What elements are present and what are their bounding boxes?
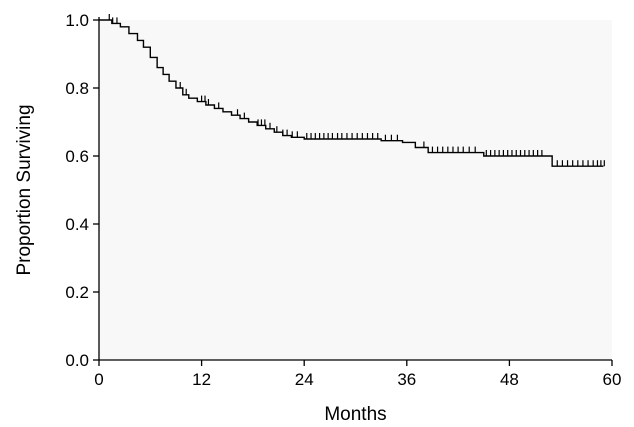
- x-tick-label: 48: [500, 370, 519, 389]
- y-tick-label: 0.6: [65, 147, 89, 166]
- x-tick-label: 12: [192, 370, 211, 389]
- plot-background: [99, 20, 612, 360]
- y-tick-label: 0.2: [65, 283, 89, 302]
- y-tick-label: 1.0: [65, 11, 89, 30]
- x-tick-label: 0: [94, 370, 103, 389]
- y-tick-label: 0.8: [65, 79, 89, 98]
- chart-marks: [99, 14, 605, 167]
- x-tick-label: 36: [397, 370, 416, 389]
- y-tick-label: 0.4: [65, 215, 89, 234]
- x-tick-label: 60: [603, 370, 622, 389]
- axes: 0 12 24 36 48 60 0.0 0.2 0.4 0.6 0.8 1.0: [65, 11, 621, 389]
- x-tick-label: 24: [295, 370, 314, 389]
- survival-curve: [99, 19, 604, 167]
- y-tick-label: 0.0: [65, 351, 89, 370]
- y-axis-title: Proportion Surviving: [14, 104, 35, 275]
- x-axis-title: Months: [324, 404, 386, 425]
